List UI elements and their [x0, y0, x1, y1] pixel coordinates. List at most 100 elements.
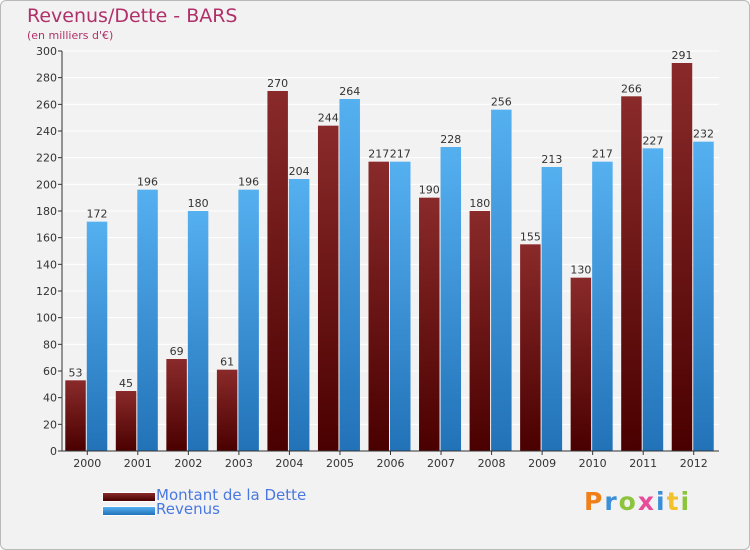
y-tick-label-200: 200: [36, 178, 57, 191]
bar-dette-2001: [115, 391, 137, 451]
bar-revenus-2006: [390, 161, 411, 451]
bar-dette-2011: [621, 96, 642, 451]
logo-letter: o: [618, 487, 638, 516]
data-label-dette-2007: 190: [419, 184, 440, 197]
bar-revenus-2007: [440, 147, 462, 451]
data-label-dette-2006: 217: [368, 148, 389, 161]
logo-letter: i: [656, 487, 667, 516]
bar-revenus-2001: [137, 189, 158, 451]
x-tick-label-2004: 2004: [275, 457, 303, 470]
data-label-dette-2008: 180: [469, 197, 490, 210]
data-label-dette-2002: 69: [170, 345, 184, 358]
bar-dette-2009: [520, 244, 541, 451]
bar-dette-2004: [267, 91, 288, 451]
x-tick-label-2003: 2003: [225, 457, 253, 470]
x-tick-label-2008: 2008: [478, 457, 506, 470]
bar-revenus-2000: [86, 221, 108, 451]
y-tick-label-300: 300: [36, 45, 57, 58]
x-tick-label-2007: 2007: [427, 457, 455, 470]
data-label-dette-2001: 45: [119, 377, 133, 390]
data-label-revenus-2003: 196: [238, 176, 259, 189]
data-label-revenus-2011: 227: [642, 134, 663, 147]
y-axis-ticks: 0 20 40 60 80 100 120 140 160 180 200 220 240 260 280 3…: [36, 45, 62, 458]
bar-dette-2005: [317, 125, 339, 452]
logo-letter: r: [604, 487, 619, 516]
bar-dette-2002: [166, 359, 187, 451]
bars-group: [65, 63, 714, 452]
data-label-revenus-2010: 217: [592, 148, 613, 161]
bar-dette-2012: [671, 63, 693, 451]
y-tick-label-220: 220: [36, 152, 57, 165]
y-tick-label-60: 60: [43, 365, 57, 378]
data-label-dette-2009: 155: [520, 230, 541, 243]
x-tick-label-2000: 2000: [73, 457, 101, 470]
logo-letter: P: [584, 487, 605, 516]
logo-letter: t: [666, 487, 681, 516]
data-label-revenus-2008: 256: [491, 96, 512, 109]
bar-revenus-2004: [288, 179, 310, 451]
x-tick-label-2011: 2011: [629, 457, 657, 470]
bar-revenus-2012: [693, 141, 714, 451]
legend-label-revenus: Revenus: [156, 500, 220, 518]
data-label-revenus-2012: 232: [693, 128, 714, 141]
axes: [61, 51, 719, 452]
y-tick-label-160: 160: [36, 232, 57, 245]
bar-revenus-2002: [187, 211, 209, 451]
bar-revenus-2010: [592, 161, 613, 451]
y-tick-label-260: 260: [36, 98, 57, 111]
data-label-revenus-2004: 204: [289, 165, 310, 178]
y-tick-label-40: 40: [43, 392, 57, 405]
bar-revenus-2009: [541, 167, 563, 451]
y-tick-label-0: 0: [50, 445, 57, 458]
logo-letter: i: [680, 487, 692, 516]
bar-dette-2007: [419, 197, 440, 451]
data-label-revenus-2007: 228: [440, 133, 461, 146]
chart-subtitle: (en milliers d'€): [27, 29, 114, 42]
legend-swatch-dette: [102, 492, 156, 502]
data-label-revenus-2006: 217: [390, 148, 411, 161]
data-label-dette-2004: 270: [267, 77, 288, 90]
y-tick-label-100: 100: [36, 312, 57, 325]
data-label-dette-2011: 266: [621, 82, 642, 95]
logo-letter: x: [637, 487, 656, 516]
proxiti-logo: Proxiti: [584, 487, 691, 516]
data-label-dette-2012: 291: [671, 49, 692, 62]
bar-revenus-2003: [238, 189, 259, 451]
x-tick-label-2012: 2012: [680, 457, 708, 470]
data-label-dette-2003: 61: [220, 356, 234, 369]
bar-dette-2003: [216, 369, 238, 451]
y-tick-label-280: 280: [36, 72, 57, 85]
x-tick-label-2010: 2010: [579, 457, 607, 470]
chart-title: Revenus/Dette - BARS: [27, 5, 238, 27]
x-tick-label-2005: 2005: [326, 457, 354, 470]
bar-dette-2008: [469, 211, 491, 451]
x-tick-label-2001: 2001: [124, 457, 152, 470]
data-label-revenus-2001: 196: [137, 176, 158, 189]
data-label-dette-2010: 130: [570, 264, 591, 277]
bar-revenus-2005: [339, 99, 360, 451]
bar-dette-2010: [570, 277, 592, 451]
y-tick-label-20: 20: [43, 418, 57, 431]
bar-revenus-2008: [491, 109, 512, 452]
data-label-dette-2005: 244: [318, 112, 339, 125]
data-label-revenus-2009: 213: [541, 153, 562, 166]
bar-dette-2006: [368, 161, 389, 451]
x-tick-label-2009: 2009: [528, 457, 556, 470]
legend-label-dette: Montant de la Dette: [156, 486, 307, 504]
bar-dette-2000: [65, 380, 86, 451]
x-tick-label-2002: 2002: [174, 457, 202, 470]
data-label-revenus-2005: 264: [339, 85, 360, 98]
legend-swatch-revenus: [102, 506, 156, 516]
y-tick-label-140: 140: [36, 258, 57, 271]
data-label-revenus-2002: 180: [188, 197, 209, 210]
bar-revenus-2011: [642, 148, 664, 452]
y-tick-label-180: 180: [36, 205, 57, 218]
x-tick-label-2006: 2006: [377, 457, 405, 470]
data-label-dette-2000: 53: [69, 366, 83, 379]
y-tick-label-240: 240: [36, 125, 57, 138]
x-axis-ticks: 2000 2001 2002 2003 2004 2005 2006 2007 2008 2009…: [73, 451, 708, 470]
y-tick-label-80: 80: [43, 338, 57, 351]
